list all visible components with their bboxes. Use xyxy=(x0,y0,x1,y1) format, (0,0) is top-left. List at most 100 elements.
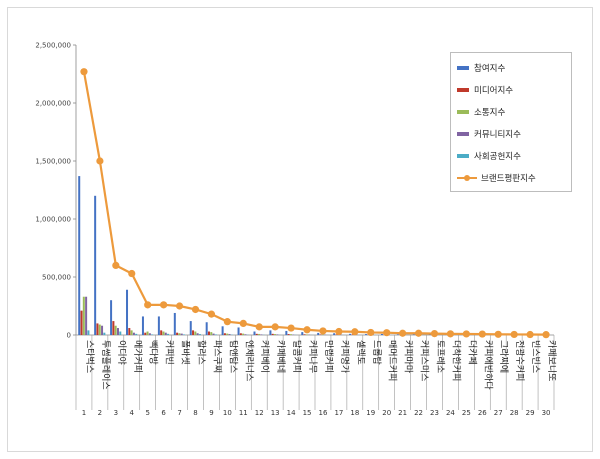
brand-index-point-30 xyxy=(542,331,550,339)
bar-12-series-1 xyxy=(253,331,256,335)
y-tick-label: 500,000 xyxy=(42,274,71,282)
rank-label-25: 25 xyxy=(462,409,471,417)
bar-13-series-2 xyxy=(271,333,274,335)
category-label-8: 할리스 xyxy=(196,340,207,365)
y-tick-label: 0 xyxy=(67,332,71,340)
rank-label-15: 15 xyxy=(303,409,312,417)
legend: 참여지수 미디어지수 소통지수 커뮤니티지수 사회공헌지수 브랜드평판지수 xyxy=(450,52,572,192)
bar-18-series-1 xyxy=(349,333,352,335)
bar-14-series-3 xyxy=(289,334,292,335)
rank-label-9: 9 xyxy=(209,409,213,417)
category-label-3: 이디야 xyxy=(116,340,127,365)
category-label-4: 메가커피 xyxy=(132,340,143,373)
brand-index-point-29 xyxy=(526,330,534,339)
bar-11-series-3 xyxy=(242,333,245,335)
bar-1-series-3 xyxy=(82,296,85,335)
brand-index-point-12 xyxy=(255,323,263,331)
bar-15-series-2 xyxy=(303,334,306,335)
legend-item-5: 사회공헌지수 xyxy=(457,149,521,163)
bar-5-series-3 xyxy=(146,331,149,335)
bar-9-series-5 xyxy=(214,334,217,335)
bar-2-series-4 xyxy=(101,325,104,335)
rank-label-10: 10 xyxy=(223,409,232,417)
rank-label-20: 20 xyxy=(382,409,391,417)
legend-item-3: 소통지수 xyxy=(457,105,505,119)
bar-3-series-5 xyxy=(119,331,122,335)
legend-marker xyxy=(464,175,470,181)
legend-label: 브랜드평판지수 xyxy=(481,174,536,184)
bar-8-series-3 xyxy=(194,331,197,335)
category-label-10: 탐앤탐스 xyxy=(227,340,239,373)
rank-label-7: 7 xyxy=(177,409,181,417)
category-label-15: 커피나무 xyxy=(307,340,318,373)
bar-6-series-2 xyxy=(160,330,163,335)
rank-label-1: 1 xyxy=(82,409,86,417)
bar-2-series-2 xyxy=(96,323,99,335)
brand-index-point-22 xyxy=(414,329,423,337)
y-tick-label: 1,500,000 xyxy=(35,158,71,166)
bar-9-series-3 xyxy=(210,332,213,335)
bar-5-series-1 xyxy=(141,316,144,335)
brand-index-point-11 xyxy=(239,319,247,327)
category-label-22: 커피스미스 xyxy=(419,340,430,381)
bar-15-series-3 xyxy=(305,334,308,335)
brand-index-point-27 xyxy=(494,330,502,338)
bar-9-series-4 xyxy=(212,333,215,335)
rank-label-13: 13 xyxy=(271,409,280,417)
bar-1-series-5 xyxy=(87,330,90,335)
rank-label-21: 21 xyxy=(398,409,407,417)
category-label-1: 스타벅스 xyxy=(84,340,95,373)
bar-9-series-2 xyxy=(207,331,210,335)
rank-label-18: 18 xyxy=(350,409,359,417)
bar-16-series-1 xyxy=(317,332,320,335)
bar-3-series-4 xyxy=(116,328,119,335)
category-label-14: 달콤커피 xyxy=(291,340,303,373)
axes: 0 500,000 1,000,000 1,500,000 2,000,000 2,500… xyxy=(35,42,555,410)
legend-swatch xyxy=(457,88,469,92)
category-label-28: 전광수커피 xyxy=(514,340,526,381)
brand-index-point-8 xyxy=(191,305,200,314)
bar-2-series-1 xyxy=(94,195,97,335)
category-label-16: 만랩커피 xyxy=(323,340,335,373)
rank-label-3: 3 xyxy=(114,409,118,417)
category-label-17: 커피명가 xyxy=(339,340,350,373)
brand-index-point-6 xyxy=(160,301,168,309)
bar-12-series-2 xyxy=(255,333,258,335)
bar-13-series-4 xyxy=(276,334,279,335)
bar-7-series-1 xyxy=(173,312,176,335)
bar-7-series-3 xyxy=(178,333,181,335)
bar-7-series-2 xyxy=(176,332,179,335)
y-tick-label: 2,000,000 xyxy=(35,100,71,108)
legend-label: 커뮤니티지수 xyxy=(474,130,521,140)
brand-index-point-26 xyxy=(478,330,486,338)
category-labels: 스타벅스 1 투썸플레이스 2 이디야 3 메가커피 4 빽다방 5 커피빈 6 폴바셋 7 할리스 8 파스쿠… xyxy=(82,340,557,417)
legend-item-4: 커뮤니티지수 xyxy=(457,127,521,141)
rank-label-14: 14 xyxy=(287,409,296,417)
category-label-21: 커피마마 xyxy=(403,340,414,374)
bar-22-series-1 xyxy=(412,334,415,335)
bar-8-series-5 xyxy=(198,334,201,335)
category-label-20: 매머드커피 xyxy=(387,340,398,381)
category-label-29: 빈스빈스 xyxy=(530,340,541,373)
bar-4-series-4 xyxy=(132,332,135,335)
bar-4-series-5 xyxy=(135,333,138,335)
bar-11-series-1 xyxy=(237,327,240,335)
bar-15-series-1 xyxy=(301,332,304,335)
bar-11-series-2 xyxy=(239,333,242,335)
bar-8-series-1 xyxy=(189,321,192,335)
bar-7-series-5 xyxy=(183,334,186,335)
category-label-18: 셀렉토 xyxy=(355,340,366,365)
bar-6-series-3 xyxy=(162,331,165,335)
bar-12-series-4 xyxy=(260,334,263,335)
category-label-7: 폴바셋 xyxy=(180,340,191,365)
category-label-25: 더카페 xyxy=(466,340,477,365)
bar-4-series-1 xyxy=(126,289,129,335)
category-label-2: 투썸플레이스 xyxy=(100,340,111,390)
bar-4-series-2 xyxy=(128,328,131,335)
bar-11-series-4 xyxy=(244,334,247,335)
bar-10-series-2 xyxy=(223,333,226,335)
legend-label: 소통지수 xyxy=(474,108,506,118)
bar-10-series-3 xyxy=(226,333,229,335)
rank-label-28: 28 xyxy=(510,409,519,417)
